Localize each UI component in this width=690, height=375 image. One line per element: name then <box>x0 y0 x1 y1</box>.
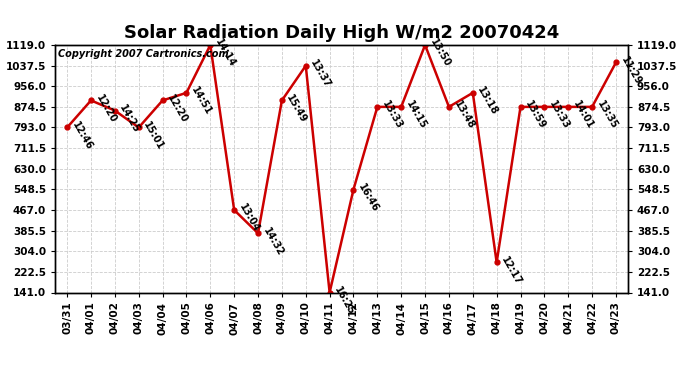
Text: 13:48: 13:48 <box>452 99 476 131</box>
Text: 15:49: 15:49 <box>285 93 309 124</box>
Text: 13:04: 13:04 <box>237 202 261 234</box>
Text: 13:33: 13:33 <box>547 99 571 131</box>
Title: Solar Radiation Daily High W/m2 20070424: Solar Radiation Daily High W/m2 20070424 <box>124 24 559 42</box>
Text: 15:01: 15:01 <box>141 120 166 152</box>
Text: 12:20: 12:20 <box>94 93 118 124</box>
Text: 12:20: 12:20 <box>166 93 190 124</box>
Text: 13:35: 13:35 <box>595 99 619 131</box>
Text: 13:37: 13:37 <box>308 58 333 90</box>
Text: 12:17: 12:17 <box>500 255 524 286</box>
Text: 13:50: 13:50 <box>428 37 452 69</box>
Text: 14:01: 14:01 <box>571 99 595 131</box>
Text: 14:32: 14:32 <box>261 225 285 257</box>
Text: 13:59: 13:59 <box>523 99 547 131</box>
Text: 16:46: 16:46 <box>356 182 380 214</box>
Text: 14:25: 14:25 <box>117 103 141 135</box>
Text: 13:33: 13:33 <box>380 99 404 131</box>
Text: Copyright 2007 Cartronics.com: Copyright 2007 Cartronics.com <box>58 49 228 59</box>
Text: 14:51: 14:51 <box>189 85 213 117</box>
Text: 14:15: 14:15 <box>404 99 428 131</box>
Text: 11:29: 11:29 <box>619 55 643 87</box>
Text: 14:14: 14:14 <box>213 37 237 69</box>
Text: 16:25: 16:25 <box>333 285 357 316</box>
Text: 12:46: 12:46 <box>70 120 94 152</box>
Text: 13:18: 13:18 <box>475 85 500 117</box>
